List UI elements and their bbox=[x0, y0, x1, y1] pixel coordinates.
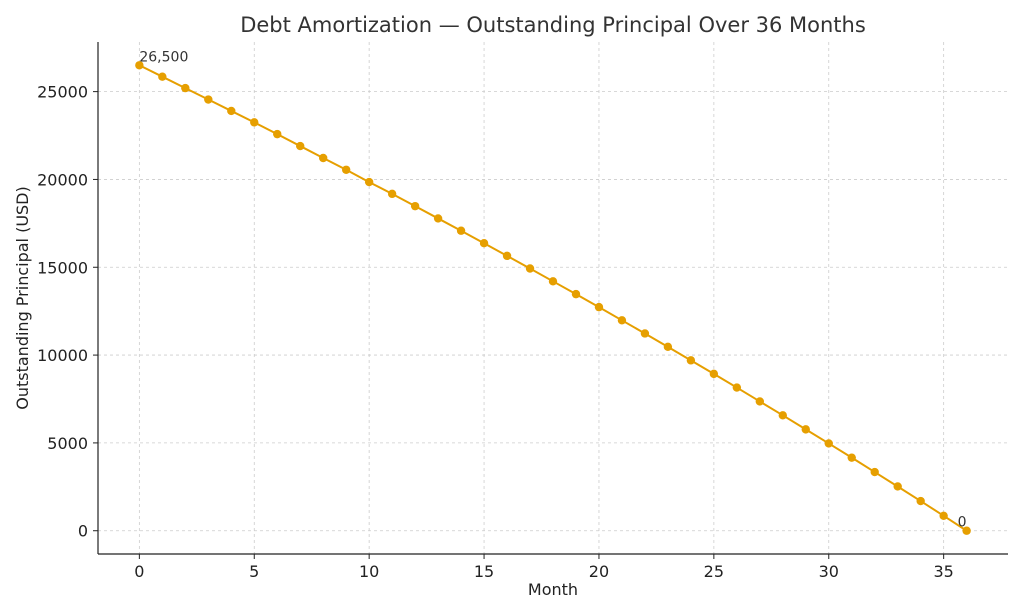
x-tick-label: 25 bbox=[704, 562, 724, 581]
x-tick-label: 5 bbox=[249, 562, 259, 581]
data-point bbox=[135, 61, 144, 70]
data-point bbox=[893, 482, 902, 491]
y-axis-label: Outstanding Principal (USD) bbox=[13, 186, 32, 409]
data-point bbox=[250, 118, 259, 127]
data-point bbox=[479, 238, 489, 248]
data-point bbox=[364, 177, 374, 187]
data-point bbox=[847, 453, 856, 462]
data-point bbox=[663, 342, 673, 352]
data-point bbox=[709, 369, 719, 379]
data-point bbox=[204, 95, 213, 104]
data-point bbox=[916, 496, 925, 506]
x-axis-label: Month bbox=[528, 580, 578, 599]
x-tick-label: 20 bbox=[589, 562, 609, 581]
data-point bbox=[525, 264, 535, 273]
y-tick-label: 25000 bbox=[37, 83, 88, 102]
data-point bbox=[296, 141, 305, 151]
x-tick-label: 10 bbox=[359, 562, 379, 581]
data-point bbox=[732, 383, 742, 392]
data-point bbox=[158, 72, 167, 81]
data-point bbox=[778, 411, 787, 420]
data-point bbox=[227, 106, 236, 116]
data-point bbox=[640, 329, 650, 338]
data-point bbox=[870, 467, 879, 477]
y-tick-label: 10000 bbox=[37, 346, 88, 365]
x-tick-label: 30 bbox=[819, 562, 839, 581]
data-point bbox=[502, 251, 512, 261]
data-point bbox=[410, 201, 420, 211]
data-point bbox=[181, 83, 190, 93]
y-tick-label: 20000 bbox=[37, 170, 88, 189]
data-point bbox=[273, 129, 282, 139]
grid-lines bbox=[98, 42, 1008, 554]
axes: 0 5 10 15 20 25 30 35 0 5000 10000 15000 20000 25000 bbox=[37, 42, 1008, 581]
y-tick-label: 5000 bbox=[47, 434, 88, 453]
data-point bbox=[939, 511, 948, 520]
chart-title: Debt Amortization — Outstanding Principa… bbox=[240, 13, 866, 37]
data-point bbox=[801, 425, 810, 434]
data-point bbox=[319, 153, 328, 163]
data-point bbox=[594, 302, 604, 312]
data-point bbox=[341, 165, 351, 174]
data-point bbox=[755, 397, 765, 406]
data-point bbox=[686, 356, 696, 365]
y-tick-label: 15000 bbox=[37, 258, 88, 277]
data-point bbox=[617, 316, 627, 325]
x-tick-label: 35 bbox=[933, 562, 953, 581]
x-tick-label: 0 bbox=[134, 562, 144, 581]
data-label: 0 bbox=[958, 515, 967, 531]
data-label: 26,500 bbox=[139, 49, 188, 65]
data-point bbox=[433, 214, 443, 223]
data-point bbox=[962, 526, 971, 535]
x-tick-label: 15 bbox=[474, 562, 494, 581]
data-point bbox=[387, 189, 397, 199]
data-point bbox=[571, 289, 581, 299]
data-point bbox=[456, 226, 466, 235]
data-point bbox=[548, 277, 558, 286]
data-point bbox=[824, 439, 833, 448]
series-line bbox=[138, 64, 968, 532]
y-tick-label: 0 bbox=[78, 522, 88, 541]
series-layer bbox=[135, 61, 971, 535]
annotations: 26,500 0 bbox=[139, 49, 966, 530]
